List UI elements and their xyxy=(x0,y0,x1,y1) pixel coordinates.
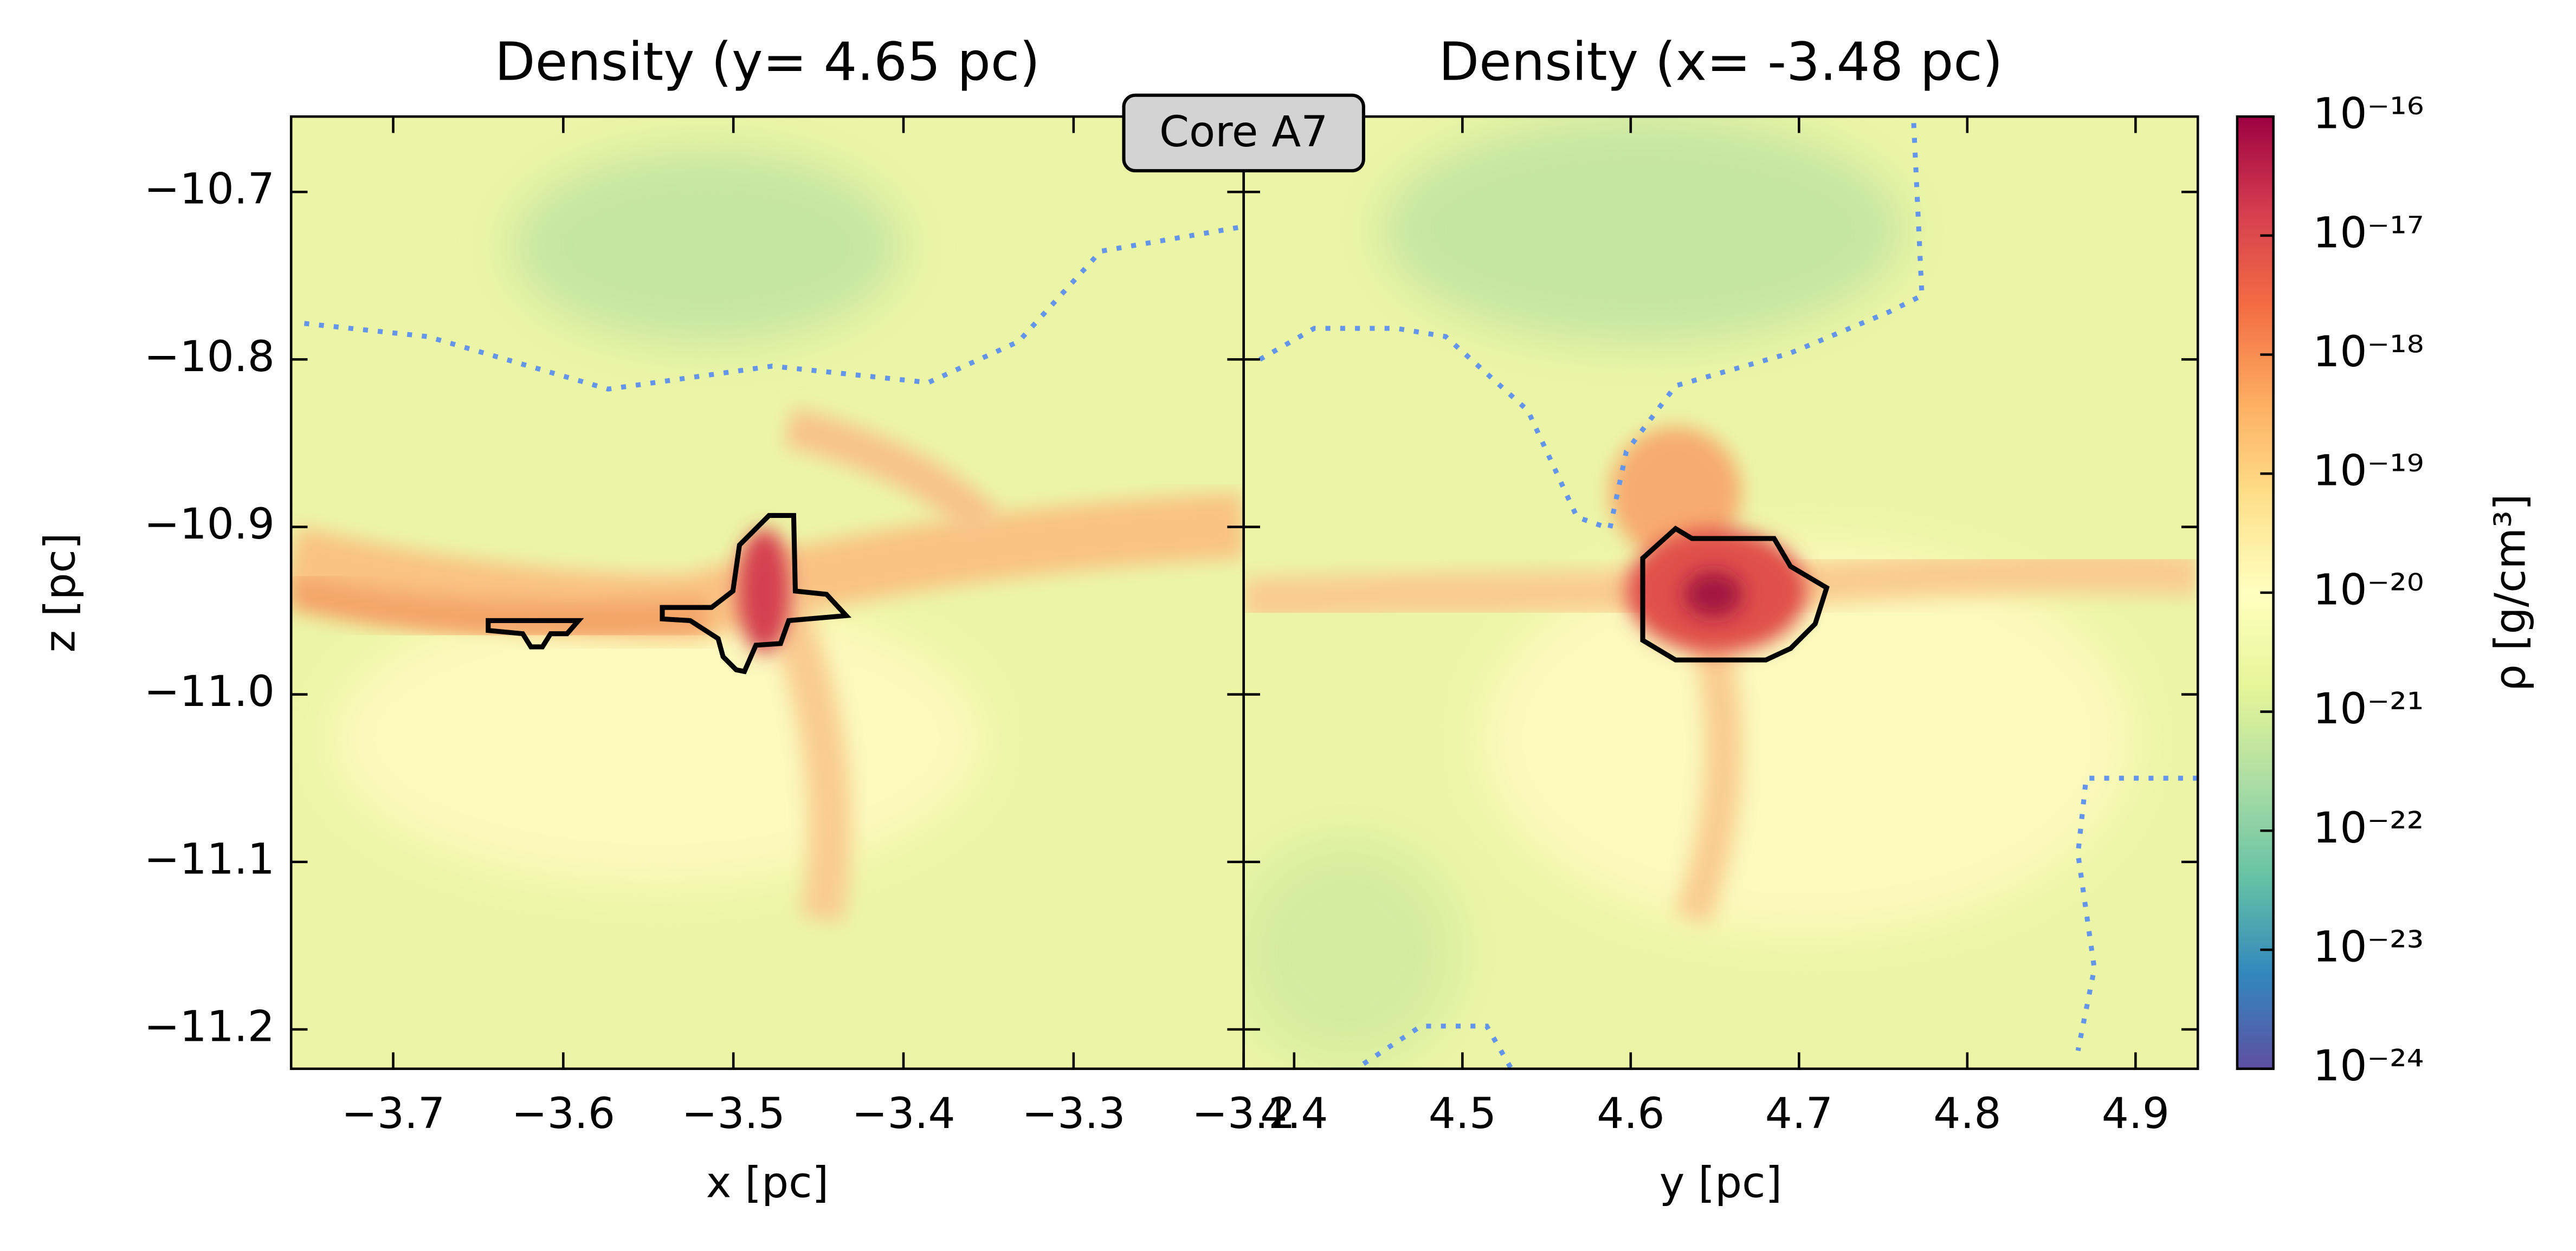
x-tick-label: −3.7 xyxy=(341,1088,445,1138)
axes: Density (y= 4.65 pc) x [pc] z [pc] −3.7 −3.6… xyxy=(35,31,2535,1208)
colorbar-tick-label: 10⁻²¹ xyxy=(2313,684,2424,734)
panel-title: Density (x= -3.48 pc) xyxy=(1438,31,2003,93)
panel-title: Density (y= 4.65 pc) xyxy=(495,31,1040,93)
colorbar-tick-label: 10⁻¹⁶ xyxy=(2313,89,2424,139)
colorbar-tick-label: 10⁻²³ xyxy=(2313,922,2424,971)
colorbar-label: ρ [g/cm³] xyxy=(2485,494,2535,692)
annotation: Core A7 xyxy=(1159,107,1328,157)
x-tick-label: 4.9 xyxy=(2102,1088,2170,1138)
y-tick-label: −10.9 xyxy=(144,499,275,549)
colorbar-tick-label: 10⁻²⁴ xyxy=(2313,1041,2424,1091)
colorbar-tick-label: 10⁻²⁰ xyxy=(2313,565,2424,614)
y-tick-label: −10.8 xyxy=(144,332,275,381)
x-tick-label: 4.5 xyxy=(1429,1088,1496,1138)
y-tick-label: −11.2 xyxy=(144,1001,275,1051)
y-axis-label: z [pc] xyxy=(35,533,85,652)
x-tick-label: 4.4 xyxy=(1260,1088,1328,1138)
y-tick-label: −11.1 xyxy=(144,834,275,884)
x-axis-label: y [pc] xyxy=(1660,1157,1782,1207)
colorbar-tick-label: 10⁻¹⁸ xyxy=(2313,327,2424,377)
x-tick-label: −3.4 xyxy=(851,1088,955,1138)
x-tick-label: 4.7 xyxy=(1765,1088,1833,1138)
annotation-background xyxy=(1122,93,1365,173)
x-axis-label: x [pc] xyxy=(706,1157,829,1207)
axes-frame xyxy=(1242,115,2199,1070)
x-tick-label: 4.6 xyxy=(1597,1088,1664,1138)
x-tick-label: −3.2 xyxy=(1192,1088,1295,1138)
x-tick-label: 4.8 xyxy=(1933,1088,2001,1138)
x-tick-label: −3.5 xyxy=(682,1088,785,1138)
density-image xyxy=(291,116,1244,1069)
x-tick-label: −3.6 xyxy=(512,1088,615,1138)
density-image xyxy=(1243,116,2198,1069)
colorbar-tick-label: 10⁻¹⁹ xyxy=(2313,446,2424,496)
y-tick-label: −11.0 xyxy=(144,666,275,716)
colorbar-tick-label: 10⁻²² xyxy=(2313,803,2424,853)
y-tick-label: −10.7 xyxy=(144,164,275,214)
colorbar-tick-label: 10⁻¹⁷ xyxy=(2313,208,2424,257)
annotation-box: Core A7 xyxy=(1122,93,1365,173)
x-tick-label: −3.3 xyxy=(1022,1088,1125,1138)
